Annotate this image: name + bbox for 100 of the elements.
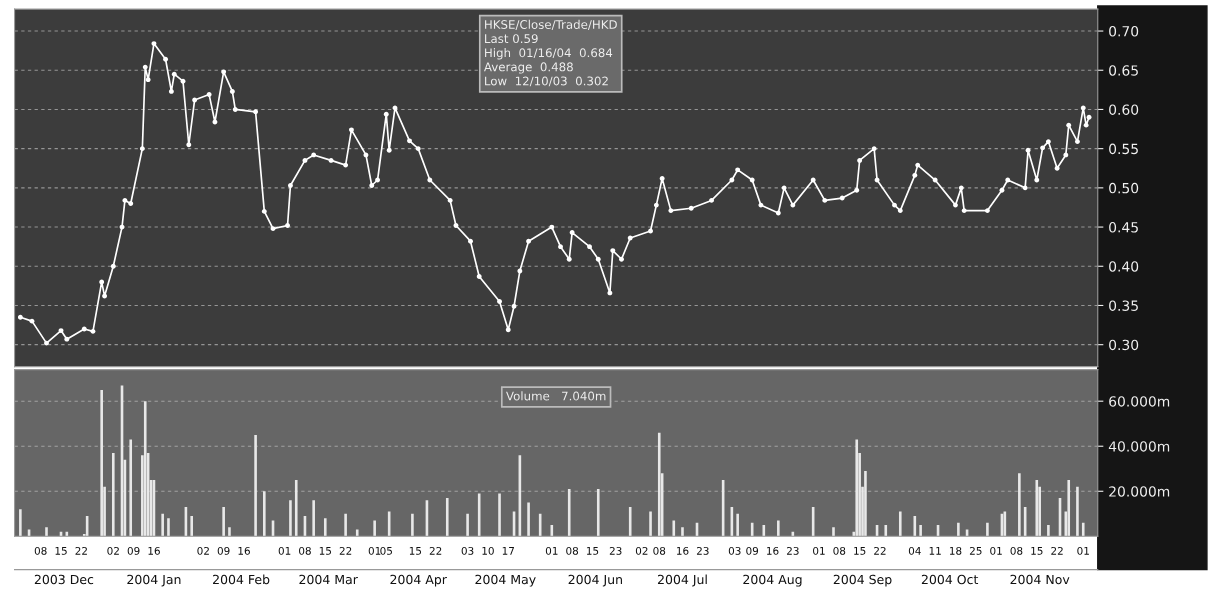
bar (111, 452, 115, 537)
bar (129, 439, 133, 537)
x-tick-label: 22 (75, 546, 87, 555)
x-tick-label: 15 (319, 547, 332, 555)
x-tick-label: 15 (1031, 547, 1043, 555)
x-tick-label: 09 (746, 546, 759, 555)
bar (143, 401, 147, 537)
y-tick-label: 0.30 (1109, 339, 1139, 351)
x-tick-label: 11 (929, 547, 941, 555)
bar (864, 471, 867, 537)
x-tick-label: 15 (586, 547, 599, 555)
annotation: Volume 7.040m (506, 391, 606, 401)
x-tick-label: 16 (767, 546, 779, 555)
x-tick-label: 02 (197, 546, 209, 555)
x2-tick-label: 2004 May (475, 574, 536, 587)
bar (986, 522, 989, 537)
x-tick-label: 16 (677, 546, 689, 555)
x-tick-label: 22 (1051, 546, 1063, 555)
bar (1076, 486, 1079, 537)
annotation: HKSE/Close/Trade/HKD (485, 19, 617, 30)
x-tick-label: 08 (566, 546, 579, 555)
x-tick-label: 16 (148, 546, 160, 555)
annotation: Last 0.59 (485, 34, 538, 44)
bar (254, 434, 257, 537)
y-tick-label: 0.35 (1109, 300, 1138, 311)
bar (19, 509, 22, 537)
bar (167, 518, 170, 537)
bar (355, 529, 359, 537)
x-tick-label: 08 (299, 546, 311, 555)
bar (222, 507, 225, 537)
bar (294, 480, 298, 537)
bar (736, 513, 739, 537)
x2-tick-label: 2004 Apr (390, 574, 447, 587)
x2-tick-label: 2004 Mar (299, 574, 358, 585)
bar (477, 493, 481, 537)
x-tick-label: 15 (409, 547, 422, 555)
x-tick-label: 22 (874, 546, 886, 555)
annotation: High 01/16/04 0.684 (485, 48, 613, 60)
bar (100, 389, 103, 537)
bar (884, 525, 888, 537)
bar (681, 527, 684, 537)
bar (957, 522, 960, 537)
bar (657, 432, 661, 537)
x-tick-label: 01 (813, 546, 825, 555)
x2-tick-label: 2004 Jul (657, 574, 707, 587)
y-tick-label: 60.000m (1109, 396, 1170, 407)
x-tick-label: 09 (127, 546, 140, 555)
bar (466, 513, 469, 537)
x-tick-label: 01 (368, 546, 381, 555)
x-tick-label: 23 (786, 546, 799, 555)
bar (498, 493, 501, 537)
bar (649, 511, 652, 537)
bar (1018, 473, 1021, 537)
x-tick-label: 02 (107, 546, 119, 555)
bar (919, 525, 922, 537)
bar (672, 520, 676, 537)
x-tick-label: 10 (482, 546, 494, 555)
x-tick-label: 09 (217, 546, 230, 555)
bar (344, 513, 347, 537)
bar (373, 520, 376, 537)
y-tick-label: 0.50 (1109, 182, 1139, 194)
y-tick-label: 0.40 (1109, 261, 1139, 272)
x-tick-label: 02 (635, 546, 648, 555)
x2-tick-label: 2004 Aug (743, 574, 802, 587)
bar (289, 500, 292, 537)
x-tick-label: 01 (278, 546, 291, 555)
x-tick-label: 08 (833, 546, 846, 555)
x-tick-label: 23 (696, 546, 709, 555)
bar (1081, 522, 1085, 537)
bar (777, 520, 780, 537)
x2-tick-label: 2003 Dec (34, 574, 94, 585)
x-tick-label: 25 (969, 546, 982, 555)
x2-tick-label: 2004 Sep (833, 574, 892, 587)
x-tick-label: 22 (339, 546, 352, 555)
x2-tick-label: 2004 Nov (1010, 574, 1070, 585)
bar (228, 527, 231, 537)
annotation: Low 12/10/03 0.302 (485, 76, 608, 87)
x-tick-label: 15 (55, 547, 67, 555)
bar (445, 498, 449, 537)
bar (550, 525, 554, 537)
y-tick-label: 40.000m (1108, 441, 1170, 452)
bar (1067, 480, 1071, 537)
bar (190, 516, 194, 537)
bar (1047, 525, 1050, 537)
bar (527, 502, 530, 537)
bar (323, 518, 327, 537)
x-tick-label: 03 (728, 546, 741, 555)
x-tick-label: 04 (908, 546, 921, 555)
x-tick-label: 23 (609, 546, 622, 555)
x2-tick-label: 2004 Jan (127, 574, 181, 587)
annotation: Average 0.488 (483, 62, 573, 74)
x2-tick-label: 2004 Jun (568, 574, 622, 587)
x-tick-label: 16 (238, 546, 250, 555)
x-tick-label: 08 (653, 546, 666, 555)
bar (161, 513, 164, 537)
y-tick-label: 0.70 (1109, 26, 1139, 37)
x-tick-label: 01 (1077, 546, 1089, 555)
x-tick-label: 03 (461, 546, 474, 555)
bar (567, 489, 571, 537)
x-tick-label: 05 (380, 546, 392, 555)
